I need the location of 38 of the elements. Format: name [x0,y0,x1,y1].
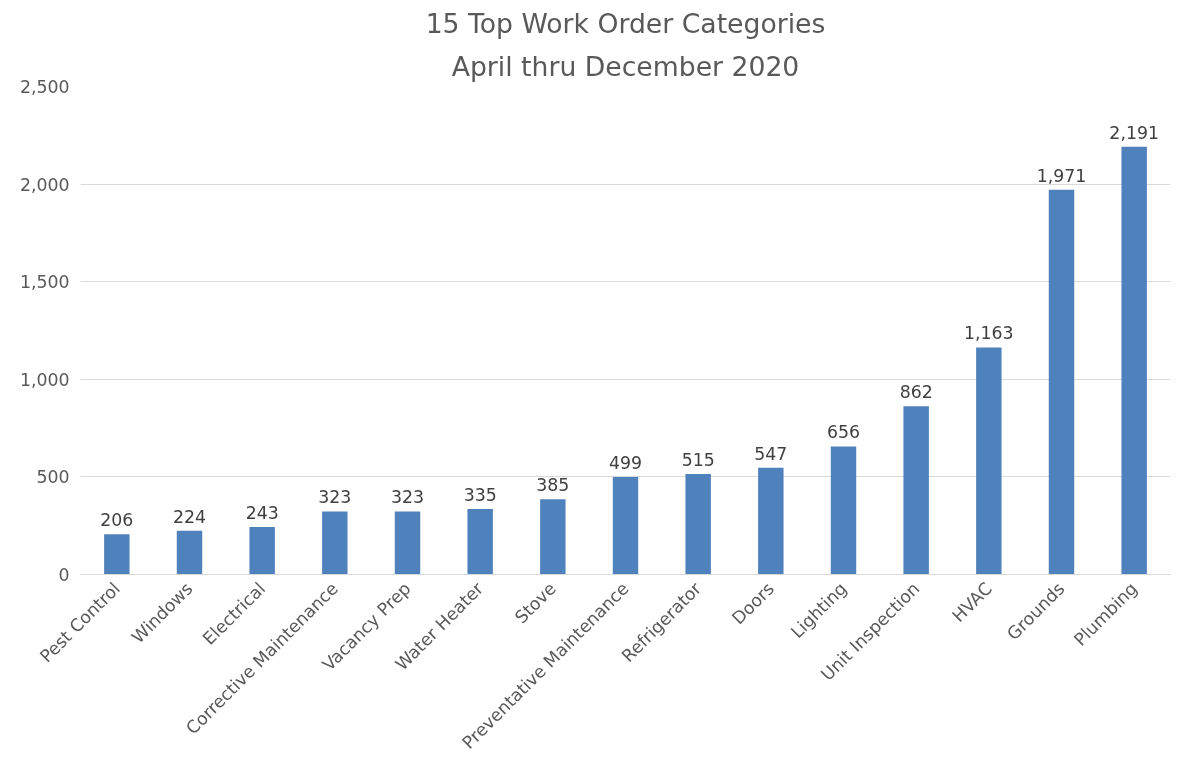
data-label: 224 [172,506,207,527]
data-label: 1,163 [964,323,1014,344]
chart-subtitle: April thru December 2020 [451,50,800,82]
bar [176,530,203,575]
bar [249,527,275,575]
bar [1121,146,1147,575]
data-label: 499 [608,453,643,474]
data-label: 2,191 [1109,122,1159,143]
bar [830,446,857,575]
data-label: 1,971 [1036,165,1087,186]
bar [758,467,784,575]
bar [467,509,493,575]
y-tick-label: 0 [58,565,70,585]
bar [976,347,1002,575]
data-label: 243 [245,503,279,524]
bar [685,473,711,575]
bar [612,477,639,575]
bar [540,499,566,575]
bar [322,511,348,575]
data-label: 862 [899,382,933,403]
data-label: 515 [681,449,715,470]
y-tick-label: 500 [36,467,70,488]
data-label: 656 [826,422,861,443]
bar [394,511,421,575]
bar [104,534,130,575]
y-tick-label: 2,000 [19,174,70,195]
data-label: 385 [536,475,570,496]
data-label: 323 [390,487,425,508]
data-label: 206 [100,510,134,531]
y-tick-label: 1,000 [19,369,70,390]
bar [1048,189,1075,575]
data-label: 323 [318,487,352,508]
data-label: 547 [754,443,788,464]
chart-title: 15 Top Work Order Categories [425,7,826,39]
data-label: 335 [463,485,497,506]
y-tick-label: 2,500 [19,77,70,97]
y-tick-label: 1,500 [19,272,70,293]
bar [903,406,929,575]
